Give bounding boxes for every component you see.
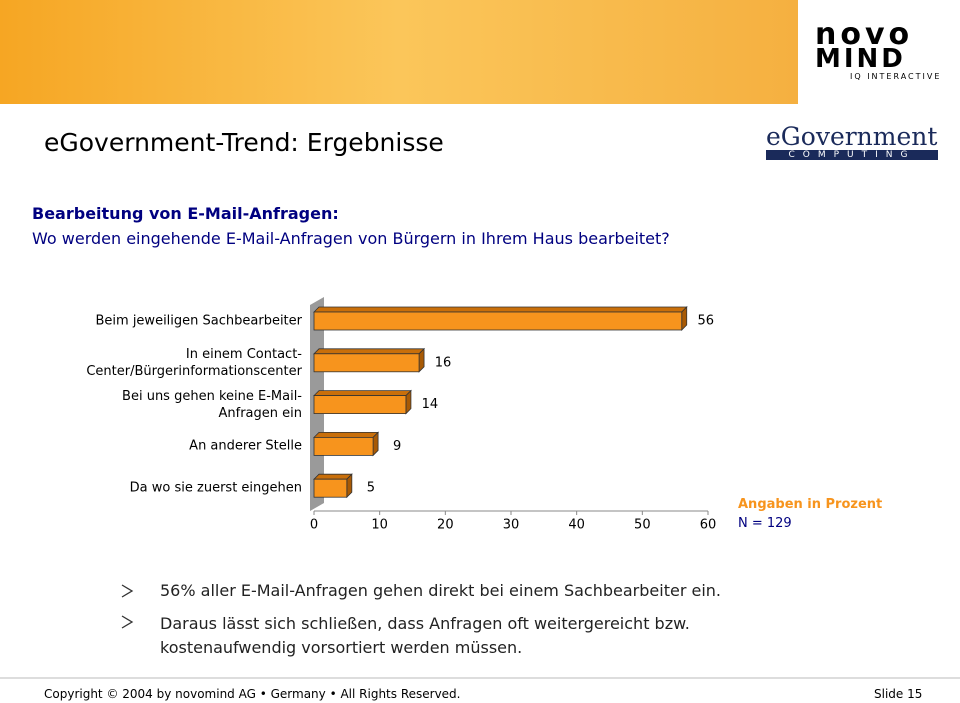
bullet-marker xyxy=(121,615,134,629)
y-tick-label: Da wo sie zuerst eingehen xyxy=(129,480,302,496)
y-tick-label: Beim jeweiligen Sachbearbeiter xyxy=(95,313,303,329)
bar xyxy=(313,436,374,456)
chart-subtitle: Wo werden eingehende E-Mail-Anfragen von… xyxy=(32,229,670,248)
y-tick-label: An anderer Stelle xyxy=(189,438,302,454)
bar-top xyxy=(313,348,426,355)
bar-top xyxy=(313,390,412,397)
value-label: 56 xyxy=(697,314,714,329)
value-label: 9 xyxy=(393,439,401,454)
slide-title: eGovernment-Trend: Ergebnisse xyxy=(44,128,444,157)
bar xyxy=(313,353,420,373)
x-tick-label: 40 xyxy=(568,518,585,533)
x-tick-label: 0 xyxy=(310,518,318,533)
y-tick-label: In einem Contact- Center/Bürgerinformati… xyxy=(86,346,302,379)
x-tick-label: 20 xyxy=(437,518,454,533)
x-tick-label: 60 xyxy=(700,518,717,533)
bullet: Daraus lässt sich schließen, dass Anfrag… xyxy=(160,614,690,657)
bar-top xyxy=(313,306,688,313)
partner-logo: eGovernment xyxy=(766,122,938,151)
bar xyxy=(313,478,348,498)
banner-photo xyxy=(0,0,798,104)
partner-tagline: COMPUTING xyxy=(766,150,938,160)
logo-tagline: IQ INTERACTIVE xyxy=(850,72,942,81)
x-tick-label: 10 xyxy=(371,518,388,533)
x-tick-label: 50 xyxy=(634,518,651,533)
y-tick-label: Bei uns gehen keine E-Mail- Anfragen ein xyxy=(122,388,302,421)
bullet-marker xyxy=(121,584,134,598)
x-tick-label: 30 xyxy=(503,518,520,533)
logo: MIND xyxy=(815,44,906,74)
annotation: N = 129 xyxy=(738,516,792,531)
value-label: 14 xyxy=(422,397,439,412)
value-label: 5 xyxy=(367,481,375,496)
bar xyxy=(313,311,683,331)
bar-top xyxy=(313,431,380,438)
bar-top xyxy=(313,473,353,480)
slide-number: Slide 15 xyxy=(874,687,923,701)
footer-copyright: Copyright © 2004 by novomind AG • German… xyxy=(44,687,461,701)
bullet: 56% aller E-Mail-Anfragen gehen direkt b… xyxy=(160,581,721,600)
value-label: 16 xyxy=(435,355,452,370)
logo: novo xyxy=(815,17,914,52)
annotation: Angaben in Prozent xyxy=(738,497,883,512)
chart-title: Bearbeitung von E-Mail-Anfragen: xyxy=(32,204,339,223)
bar xyxy=(313,395,407,415)
